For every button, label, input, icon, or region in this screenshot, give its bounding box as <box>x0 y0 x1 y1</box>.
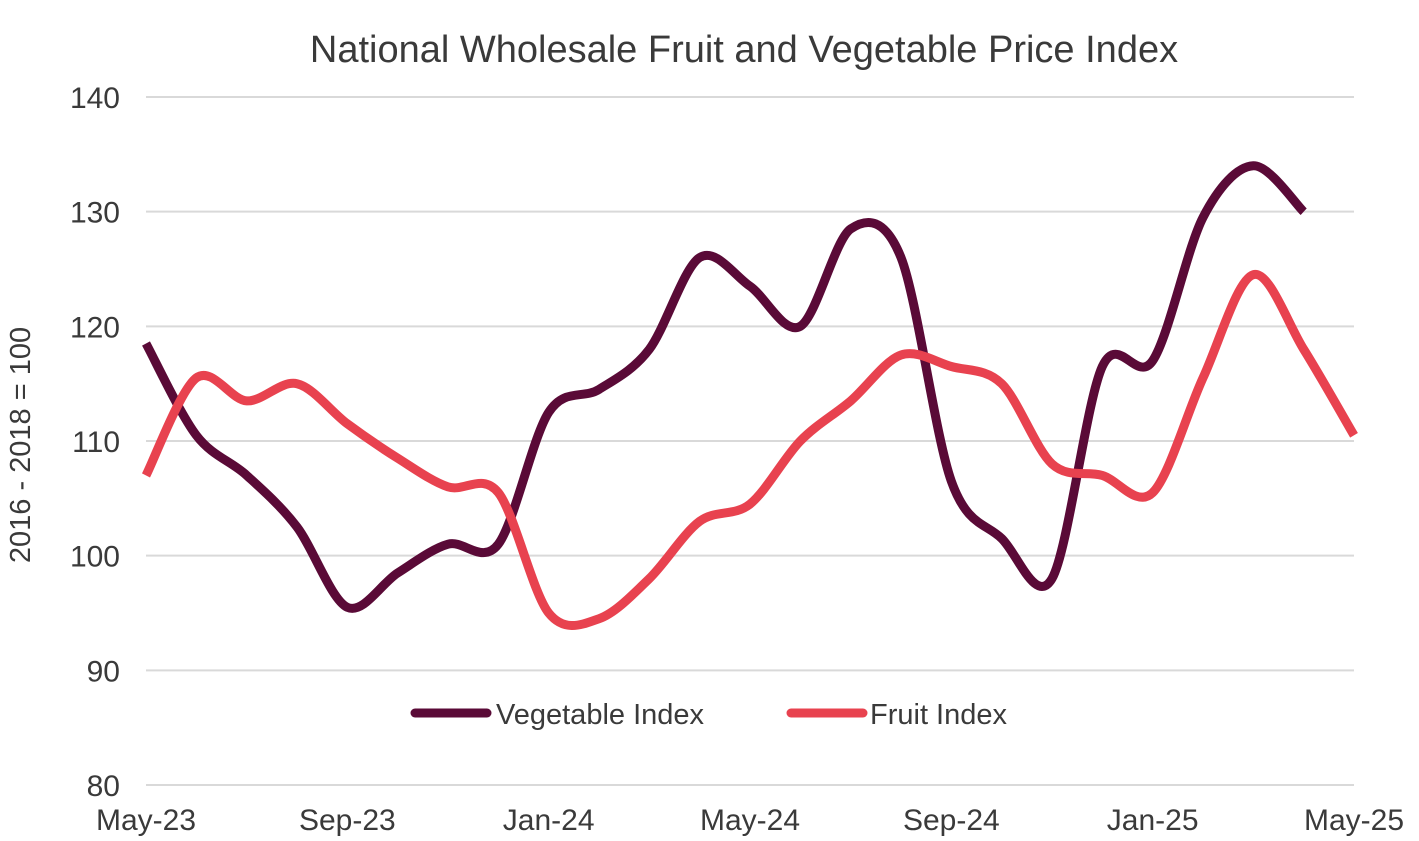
chart-title: National Wholesale Fruit and Vegetable P… <box>310 29 1178 71</box>
x-tick-label: Jan-24 <box>503 804 595 837</box>
series-line-vegetable-index <box>142 161 1307 613</box>
x-axis-ticks: May-23 Sep-23 Jan-24 May-24 Sep-24 Jan-25 May-… <box>96 804 1404 837</box>
y-tick-label: 100 <box>70 541 120 574</box>
y-tick-label: 90 <box>87 655 120 688</box>
y-tick-label: 140 <box>70 82 120 115</box>
y-tick-label: 80 <box>87 770 120 803</box>
y-axis-ticks: 80 90 100 110 120 130 140 <box>70 82 120 803</box>
series-line-fruit-index <box>141 270 1358 630</box>
y-tick-label: 130 <box>70 197 120 230</box>
y-tick-label: 120 <box>70 311 120 344</box>
gridlines <box>146 96 1354 786</box>
y-tick-label: 110 <box>72 426 120 459</box>
x-tick-label: May-24 <box>700 804 800 837</box>
legend-label-vegetable-index: Vegetable Index <box>496 699 705 731</box>
legend-label-fruit-index: Fruit Index <box>870 699 1007 731</box>
x-tick-label: May-23 <box>96 804 196 837</box>
x-tick-label: Jan-25 <box>1107 804 1199 837</box>
x-tick-label: Sep-23 <box>299 804 396 837</box>
legend: Vegetable Index Fruit Index <box>410 699 1007 731</box>
x-tick-label: May-25 <box>1304 804 1404 837</box>
series-lines <box>141 161 1358 630</box>
x-tick-label: Sep-24 <box>903 804 1000 837</box>
y-axis-label: 2016 - 2018 = 100 <box>5 327 37 563</box>
